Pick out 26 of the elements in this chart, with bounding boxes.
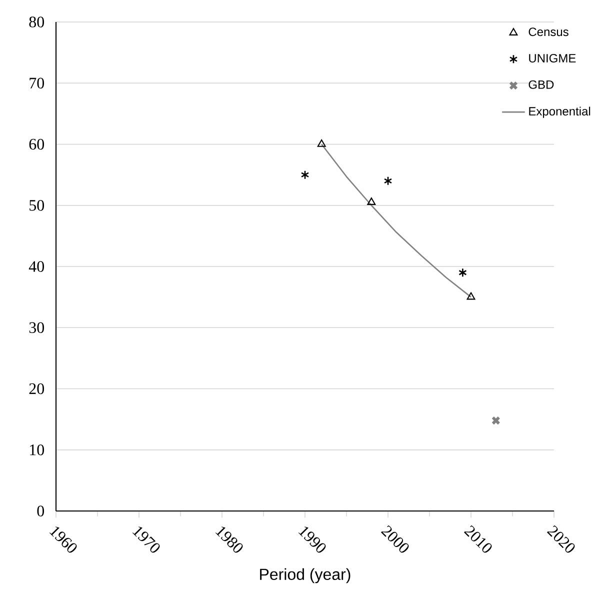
point — [466, 292, 476, 300]
y-tick-label: 20 — [29, 383, 44, 394]
y-tick-label: 0 — [37, 506, 44, 516]
line-series — [320, 144, 472, 298]
y-tick-label: 80 — [29, 16, 44, 28]
legend-label: UNIGME — [529, 54, 576, 62]
y-tick-label: 30 — [29, 322, 44, 334]
y-tick-label: 70 — [30, 78, 44, 89]
y-tick-label: 50 — [30, 200, 44, 211]
point — [367, 198, 376, 205]
x-axis-title: Period (year) — [260, 568, 350, 584]
point — [384, 176, 392, 186]
x-tick-label: 1970 — [132, 526, 160, 553]
legend-label: GBD — [528, 80, 554, 89]
y-tick-label: 10 — [30, 444, 44, 456]
x-tick-label: 1980 — [215, 526, 243, 553]
point — [300, 170, 310, 180]
y-tick-label: 60 — [29, 138, 44, 150]
legend-label: Census — [528, 28, 568, 36]
x-tick-label: 1990 — [298, 526, 326, 553]
y-tick-label: 40 — [28, 261, 44, 272]
point — [491, 416, 500, 426]
legend-label: Exponential — [529, 106, 590, 118]
point — [458, 268, 467, 278]
x-tick-label: 1960 — [49, 526, 77, 553]
point — [317, 139, 326, 147]
